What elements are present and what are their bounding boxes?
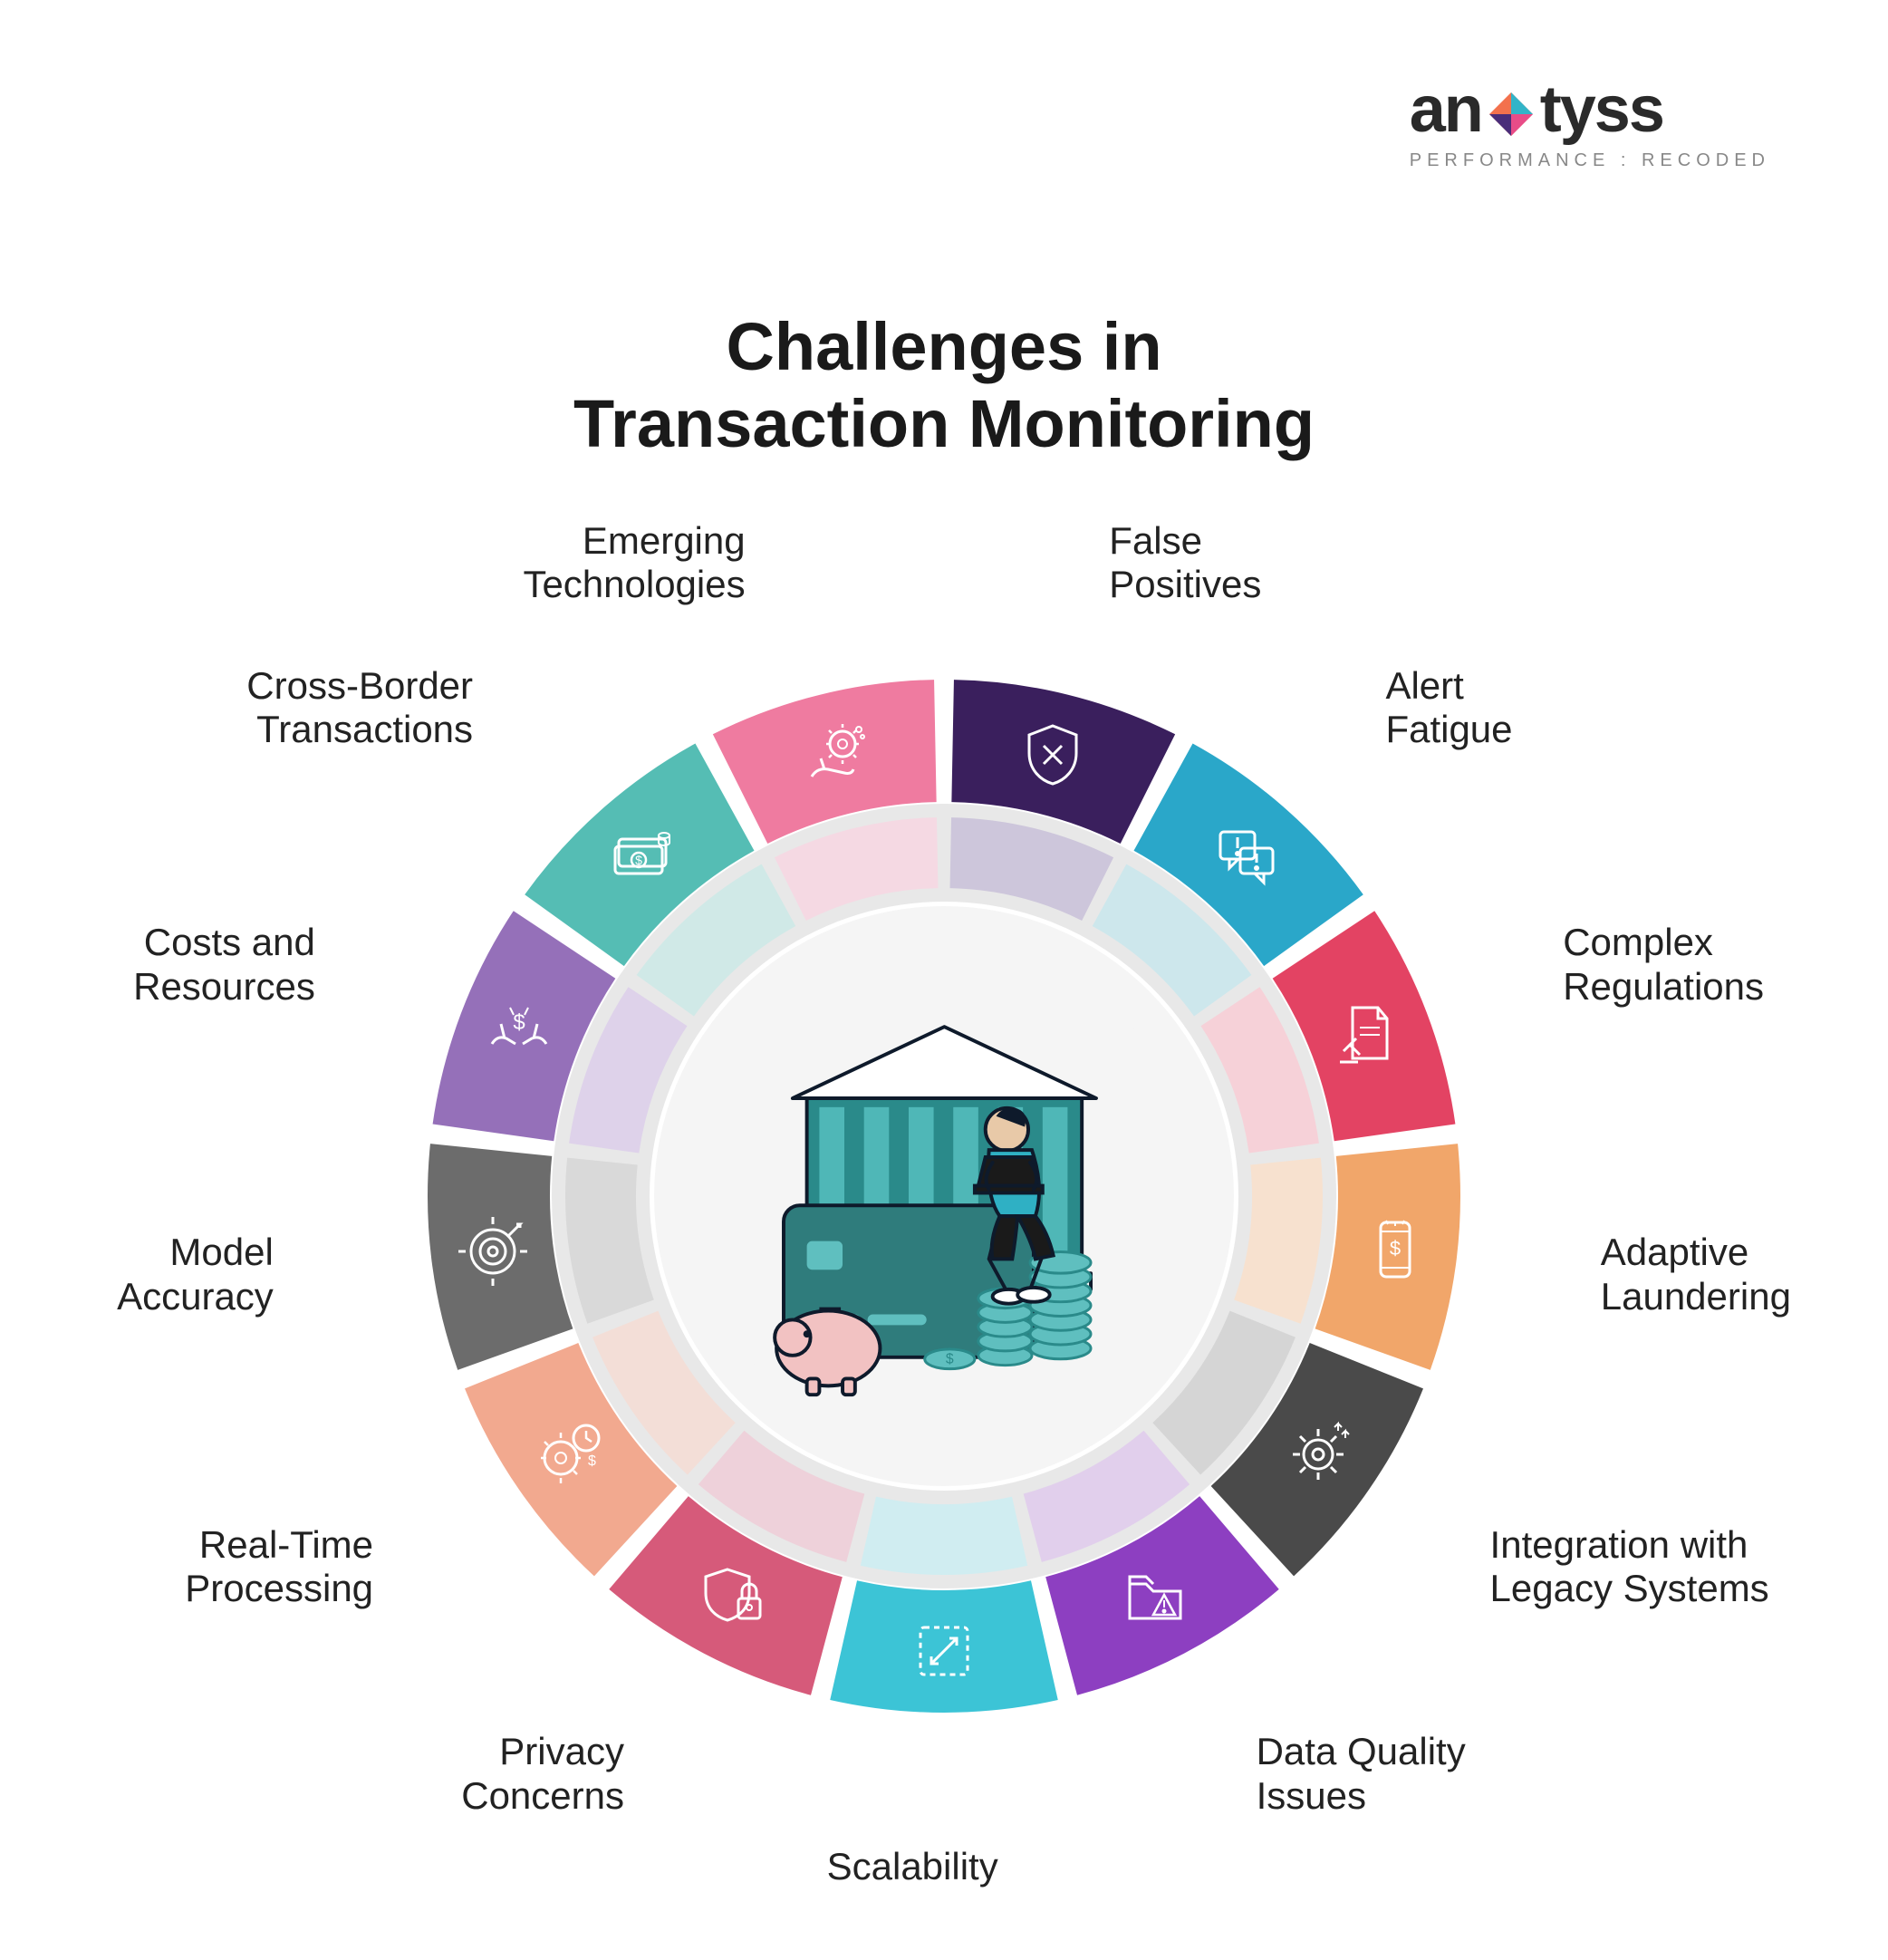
- title-line-2: Transaction Monitoring: [573, 386, 1315, 461]
- page-title: Challenges in Transaction Monitoring: [0, 308, 1888, 462]
- shield-lock-icon: [697, 1562, 769, 1635]
- money-stack-icon: [606, 819, 679, 892]
- segment-label: Complex Regulations: [1563, 921, 1764, 1009]
- segment-label: Adaptive Laundering: [1601, 1231, 1791, 1318]
- segment-label: False Positives: [1109, 519, 1261, 607]
- hand-gear-icon: [799, 719, 872, 791]
- shield-x-icon: [1016, 719, 1089, 791]
- logo-tagline: PERFORMANCE : RECODED: [1410, 150, 1770, 171]
- wheel-segment-inner: [861, 1497, 1027, 1575]
- hands-money-icon: [483, 999, 555, 1071]
- segment-label: Privacy Concerns: [461, 1730, 624, 1818]
- chat-alert-icon: [1209, 819, 1282, 892]
- center-scene-icon: $: [721, 973, 1168, 1420]
- segment-label: Scalability: [827, 1845, 998, 1888]
- title-line-1: Challenges in: [726, 309, 1161, 384]
- gear-clock-icon: [534, 1418, 606, 1491]
- brand-logo: an tyss PERFORMANCE : RECODED: [1410, 72, 1770, 171]
- segment-label: Model Accuracy: [117, 1231, 274, 1318]
- segment-label: Emerging Technologies: [523, 519, 745, 607]
- expand-icon: [908, 1615, 980, 1687]
- logo-text-right: tyss: [1540, 72, 1663, 147]
- doc-gavel-icon: [1333, 999, 1405, 1071]
- target-icon: [457, 1215, 529, 1288]
- logo-wordmark: an tyss: [1410, 72, 1770, 147]
- phone-money-icon: [1359, 1215, 1431, 1288]
- segment-label: Integration with Legacy Systems: [1490, 1523, 1769, 1611]
- segment-label: Cross-Border Transactions: [246, 664, 473, 752]
- gear-arrows-icon: [1282, 1418, 1354, 1491]
- folder-warn-icon: [1119, 1562, 1191, 1635]
- wheel-diagram: $ False PositivesAlert FatigueComplex Re…: [219, 471, 1669, 1921]
- center-illustration: $: [690, 942, 1198, 1450]
- segment-label: Real-Time Processing: [185, 1523, 373, 1611]
- segment-label: Data Quality Issues: [1257, 1730, 1466, 1818]
- segment-label: Costs and Resources: [133, 921, 315, 1009]
- segment-label: Alert Fatigue: [1385, 664, 1512, 752]
- svg-text:$: $: [946, 1351, 954, 1366]
- logo-diamond-icon: [1484, 82, 1538, 137]
- logo-text-left: an: [1410, 72, 1482, 147]
